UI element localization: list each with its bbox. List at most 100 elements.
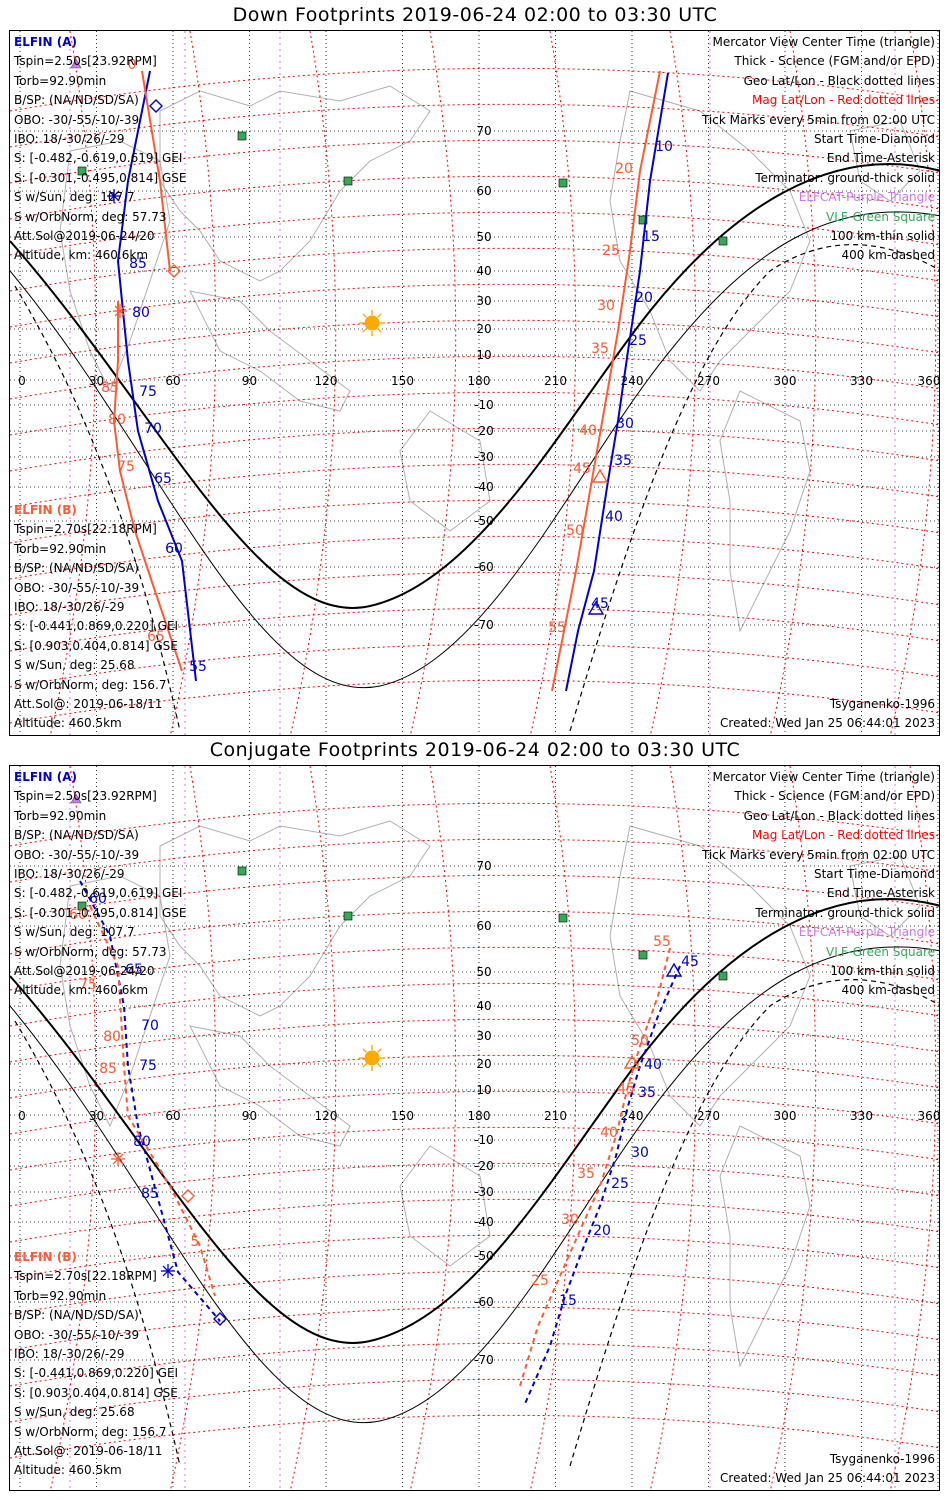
lat-label: -20 <box>474 424 494 438</box>
vlf-square <box>237 866 247 876</box>
lon-label: 30 <box>89 1109 104 1123</box>
lon-label: 300 <box>774 374 797 388</box>
elfin-a-track <box>79 880 221 1322</box>
legend-entry: Geo Lat/Lon - Black dotted lines <box>743 808 935 823</box>
info-line: Altitude, km: 460.6km <box>14 983 149 998</box>
elfin-b-tick-label: 45 <box>617 1081 635 1097</box>
elfin-a-tick-label: 25 <box>611 1176 629 1192</box>
coastline <box>159 85 431 282</box>
vlf-square <box>638 215 648 225</box>
mag-latitude <box>10 463 939 508</box>
coastline <box>159 820 431 1017</box>
lat-label: 40 <box>476 264 491 278</box>
mag-latitude <box>10 1414 939 1459</box>
elfin-a-tick-label: 65 <box>154 471 172 487</box>
info-line: OBO: -30/-55/-10/-39 <box>14 580 140 595</box>
mag-latitude <box>10 946 939 991</box>
start-diamond <box>149 99 163 113</box>
terminator-400km <box>569 979 939 1467</box>
elfin-a-tick-label: 85 <box>129 256 147 272</box>
mag-latitude <box>10 67 939 112</box>
info-line: S: [-0.482,-0.619,0.619] GEI <box>14 886 183 901</box>
vlf-square <box>558 913 568 923</box>
elfin-a-tick-label: 45 <box>681 954 699 970</box>
elfcat-triangle <box>70 58 82 69</box>
mag-longitude <box>409 766 457 1490</box>
start-diamond <box>167 264 181 278</box>
elfin-b-tick-label: 40 <box>600 1125 618 1141</box>
legend-entry: Start Time-Diamond <box>813 132 935 147</box>
legend-entry: Mercator View Center Time (triangle) <box>712 35 935 49</box>
info-line: Tspin=2.50s[23.92RPM] <box>14 54 157 69</box>
info-line: IBO: 18/-30/26/-29 <box>14 132 125 147</box>
info-line: S w/OrbNorm, deg: 156.7 <box>14 677 167 692</box>
mag-longitude <box>649 766 697 1490</box>
lon-label: 210 <box>544 1109 567 1123</box>
panel1-model: Tsyganenko-1996 <box>829 697 935 711</box>
info-line: OBO: -30/-55/-10/-39 <box>14 847 140 862</box>
elfin-b-tick-label: 65 <box>147 629 165 645</box>
elfin-a-tick-label: 40 <box>644 1057 662 1073</box>
info-line: Tspin=2.70s[22.18RPM] <box>14 1269 157 1284</box>
lon-label: 90 <box>242 374 257 388</box>
elfin-a-track <box>523 965 681 1407</box>
sun-ray <box>377 328 382 333</box>
lon-label: 180 <box>468 1109 491 1123</box>
elfin-b-track <box>89 905 216 1297</box>
elfin-a-tick-label: 70 <box>144 421 162 437</box>
mag-latitude <box>10 1054 939 1099</box>
mag-latitude <box>10 679 939 724</box>
info-line: S w/Sun, deg: 107.7 <box>14 190 135 205</box>
mag-longitude <box>769 31 817 735</box>
elfin-a-tick-label: 30 <box>631 1145 649 1161</box>
panel1-elfin-b-header: ELFIN (B) <box>14 503 77 517</box>
vlf-square <box>77 901 87 911</box>
legend-entry: Start Time-Diamond <box>813 867 935 882</box>
elfin-b-track <box>112 301 183 672</box>
info-line: S: [0.903,0.404,0.814] GSE <box>14 638 178 653</box>
elfin-b-tick-label: 85 <box>101 380 119 396</box>
panel1-elfin-b-lines: Tspin=2.70s[22.18RPM] Torb=92.90min B/SP: … <box>14 520 178 733</box>
mag-latitude <box>10 319 939 364</box>
elfin-b-tick-label: 60 <box>69 907 87 923</box>
panel1-elfin-a-header: ELFIN (A) <box>14 35 77 49</box>
coastline <box>849 855 921 937</box>
info-line: S: [-0.301,-0.495,0.814] GSE <box>14 170 187 185</box>
info-line: S w/OrbNorm, deg: 57.73 <box>14 944 167 959</box>
vlf-square <box>638 950 648 960</box>
info-line: S: [-0.301,-0.495,0.814] GSE <box>14 905 187 920</box>
end-asterisk <box>162 1265 174 1277</box>
elfin-b-tick-label: 0 <box>128 57 137 73</box>
mag-longitude <box>169 31 217 735</box>
panel1-footer: Tsyganenko-1996 Created: Wed Jan 25 06:4… <box>720 695 935 734</box>
info-line: Altitude: 460.5km <box>14 716 122 731</box>
center-triangle <box>591 468 609 483</box>
elfin-b-tick-label: 80 <box>108 412 126 428</box>
elfin-b-tick-label: 50 <box>631 1033 649 1049</box>
elfin-a-tick-label: 75 <box>139 1058 157 1074</box>
end-asterisk <box>114 305 126 317</box>
mag-longitude <box>169 766 217 1490</box>
vlf-square <box>718 971 728 981</box>
elfin-a-tick-label: 65 <box>125 962 143 978</box>
mag-latitude <box>10 103 939 148</box>
elfin-b-tick-label: 20 <box>615 161 633 177</box>
lat-label: -30 <box>474 450 494 464</box>
legend-entry: ELFCAT-Purple Triangle <box>798 925 935 940</box>
info-line: Att.Sol@: 2019-06-18/11 <box>14 1444 163 1459</box>
lon-label: 330 <box>850 1109 873 1123</box>
lat-label: 10 <box>476 1083 491 1097</box>
mag-latitude <box>10 1234 939 1279</box>
elfin-b-tick-label: 55 <box>548 620 566 636</box>
legend-entry: End Time-Asterisk <box>826 886 935 901</box>
lat-label: 20 <box>476 1057 491 1071</box>
start-diamond <box>213 1312 227 1326</box>
elfin-a-tick-label: 15 <box>642 229 660 245</box>
mag-latitude <box>10 211 939 256</box>
vlf-square <box>343 176 353 186</box>
sun-ray <box>377 1063 382 1068</box>
panel2-legend: Mercator View Center Time (triangle) Thic… <box>702 768 935 1001</box>
legend-entry: 100 km-thin solid <box>830 229 935 244</box>
elfin-a-tick-label: 15 <box>559 1293 577 1309</box>
info-line: Altitude, km: 460.6km <box>14 248 149 263</box>
